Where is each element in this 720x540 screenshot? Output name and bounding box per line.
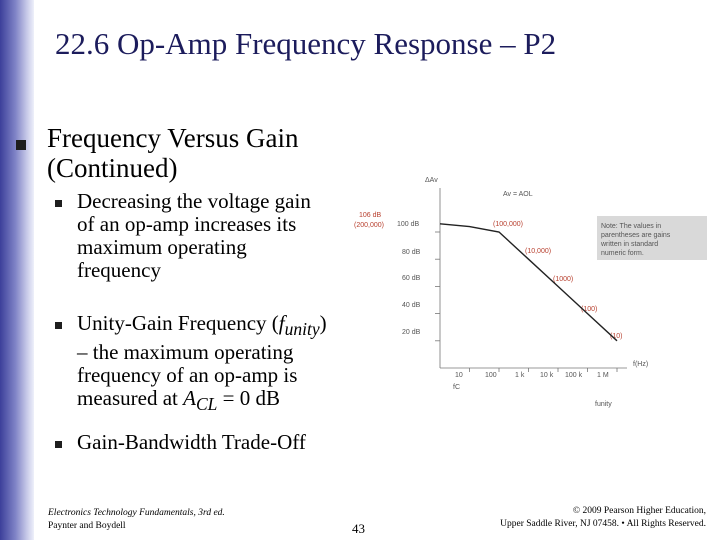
slide-title: 22.6 Op-Amp Frequency Response – P2 — [55, 26, 557, 61]
y-axis-label: ΔAv — [425, 177, 438, 184]
callout-gain: (1000) — [553, 276, 573, 283]
x-tick-label: 10 — [455, 372, 463, 379]
footer-authors: Paynter and Boydell — [48, 521, 126, 531]
x-tick-label: 100 — [485, 372, 497, 379]
footer-left: Electronics Technology Fundamentals, 3rd… — [48, 507, 225, 533]
main-bullet-text: Frequency Versus Gain (Continued) — [47, 123, 299, 183]
gain-curve — [439, 223, 618, 342]
x-tick-label: 10 k — [540, 372, 554, 379]
callout-gain: (100) — [581, 306, 597, 313]
note-line: parentheses are gains — [601, 232, 671, 239]
y-tick-label: 20 dB — [402, 329, 421, 336]
sub-bullet-marker — [55, 441, 62, 448]
note-line: numeric form. — [601, 250, 644, 257]
callout-gain: (10) — [610, 333, 622, 340]
funity-label: funity — [595, 401, 612, 408]
y-tick-label: 40 dB — [402, 302, 421, 309]
x-tick-label: 100 k — [565, 372, 583, 379]
callout-200000: (200,000) — [354, 222, 384, 229]
curve-label: Av = AOL — [503, 191, 533, 198]
x-tick-label: 1 M — [597, 372, 609, 379]
footer-copyright: © 2009 Pearson Higher Education, — [572, 506, 706, 516]
sub-bullet-2: Unity-Gain Frequency (funity) – the maxi… — [77, 311, 327, 415]
y-tick-label: 100 dB — [397, 221, 420, 228]
frequency-response-chart: ΔAv f(Hz) 100 dB 80 dB 60 dB 40 dB 20 dB… — [354, 177, 707, 408]
footer-book-title: Electronics Technology Fundamentals, 3rd… — [48, 508, 225, 518]
callout-gain: (10,000) — [525, 248, 551, 255]
bullet-marker — [16, 140, 26, 150]
sub-bullet-marker — [55, 200, 62, 207]
note-line: written in standard — [600, 241, 658, 248]
y-tick-label: 80 dB — [402, 249, 421, 256]
footer-right: © 2009 Pearson Higher Education, Upper S… — [500, 505, 706, 531]
footer-rights: Upper Saddle River, NJ 07458. • All Righ… — [500, 519, 706, 529]
page-number: 43 — [352, 521, 365, 536]
fc-label: fC — [453, 384, 460, 391]
x-tick-label: 1 k — [515, 372, 525, 379]
sub-bullet-1: Decreasing the voltage gain of an op-amp… — [77, 189, 311, 282]
sub-bullet-3: Gain-Bandwidth Trade-Off — [77, 430, 306, 454]
callout-gain: (100,000) — [493, 221, 523, 228]
note-line: Note: The values in — [601, 223, 661, 230]
slide-side-bar — [0, 0, 34, 540]
x-axis-label: f(Hz) — [633, 361, 648, 368]
y-tick-label: 60 dB — [402, 275, 421, 282]
note-box — [597, 216, 707, 260]
callout-106db: 106 dB — [359, 212, 382, 219]
sub-bullet-marker — [55, 322, 62, 329]
